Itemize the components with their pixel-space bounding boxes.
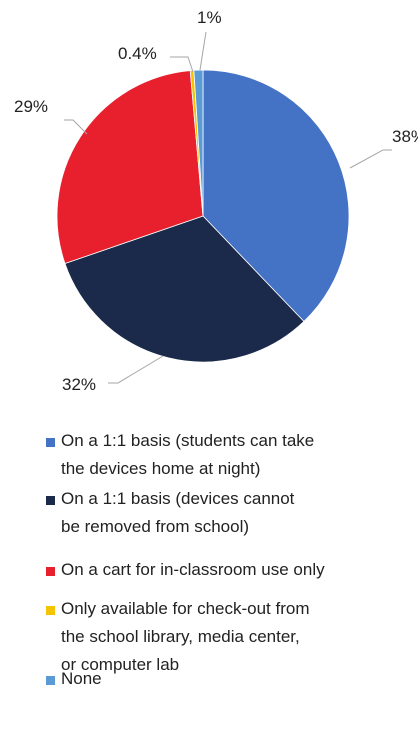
data-label: 1%	[197, 8, 222, 27]
data-label: 32%	[62, 375, 96, 394]
data-label: 29%	[14, 97, 48, 116]
leader-lines	[64, 31, 392, 384]
pie-slice	[56, 70, 204, 265]
legend-label-line: or computer lab	[61, 655, 180, 674]
pie-slice	[64, 215, 305, 363]
data-label: 0.4%	[118, 44, 157, 63]
leader-line	[64, 119, 88, 135]
legend-label: None	[61, 665, 102, 693]
legend-item: Only available for check-out from the sch…	[46, 599, 310, 679]
legend-label-line: On a cart for in-classroom use only	[61, 560, 325, 579]
legend-label-line: On a 1:1 basis (students can take	[61, 431, 315, 450]
legend-label-line: Only available for check-out from	[61, 599, 310, 618]
legend-swatch	[46, 496, 55, 505]
pie-slices	[56, 69, 350, 363]
leader-line	[199, 31, 207, 71]
legend-label: Only available for check-out from the sch…	[61, 595, 310, 679]
legend-item: On a cart for in-classroom use only	[46, 560, 325, 584]
legend-item: None	[46, 669, 102, 693]
legend-swatch	[46, 676, 55, 685]
legend-label-line: On a 1:1 basis (devices cannot	[61, 489, 295, 508]
percentage-labels: 38% 32% 29% 0.4% 1%	[14, 8, 418, 394]
legend-swatch	[46, 438, 55, 447]
pie-slice	[202, 69, 350, 323]
legend-swatch	[46, 567, 55, 576]
legend-item: On a 1:1 basis (devices cannot be removed…	[46, 489, 294, 541]
leader-line	[108, 355, 164, 384]
pie-slice	[193, 69, 204, 217]
legend-label-line: the school library, media center,	[61, 627, 300, 646]
legend-label: On a cart for in-classroom use only	[61, 556, 325, 584]
pie-chart: 38% 32% 29% 0.4% 1%	[14, 8, 418, 394]
leader-line	[170, 56, 194, 73]
legend-item: On a 1:1 basis (students can take the dev…	[46, 431, 314, 483]
legend-label: On a 1:1 basis (students can take the dev…	[61, 427, 314, 483]
legend-label-line: the devices home at night)	[61, 459, 261, 478]
legend-label-line: be removed from school)	[61, 517, 250, 536]
legend-label: On a 1:1 basis (devices cannot be removed…	[61, 485, 294, 541]
legend-swatch	[46, 606, 55, 615]
legend-label-line: None	[61, 669, 102, 688]
leader-line	[349, 149, 392, 169]
data-label: 38%	[392, 127, 418, 146]
